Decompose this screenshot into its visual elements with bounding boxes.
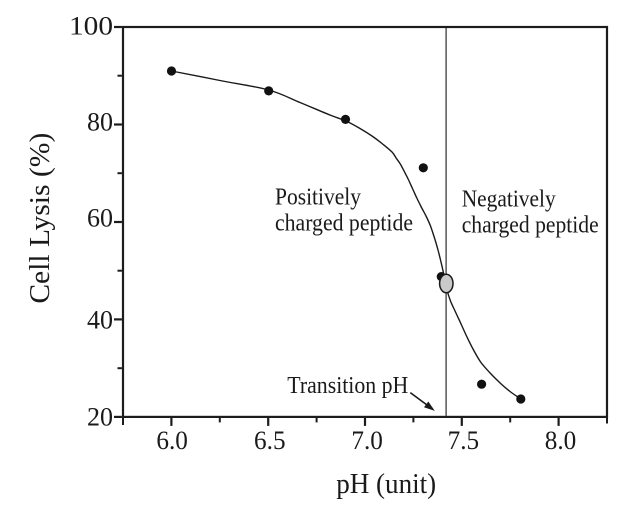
svg-text:6.0: 6.0 xyxy=(156,426,188,455)
svg-text:Negatively: Negatively xyxy=(462,186,556,212)
svg-text:Positively: Positively xyxy=(275,185,361,211)
svg-text:7.5: 7.5 xyxy=(448,426,480,455)
svg-text:6.5: 6.5 xyxy=(254,426,286,455)
svg-text:Transition pH: Transition pH xyxy=(287,373,408,399)
svg-text:60: 60 xyxy=(87,204,113,233)
svg-text:8.0: 8.0 xyxy=(545,426,577,455)
svg-text:80: 80 xyxy=(87,107,113,136)
svg-text:charged peptide: charged peptide xyxy=(462,213,599,239)
svg-text:40: 40 xyxy=(87,305,113,334)
svg-text:charged peptide: charged peptide xyxy=(275,210,413,236)
svg-text:pH (unit): pH (unit) xyxy=(336,468,436,500)
svg-text:20: 20 xyxy=(87,403,113,432)
svg-text:Cell Lysis (%): Cell Lysis (%) xyxy=(24,133,56,304)
svg-text:100: 100 xyxy=(69,12,113,41)
svg-text:7.0: 7.0 xyxy=(351,426,383,455)
